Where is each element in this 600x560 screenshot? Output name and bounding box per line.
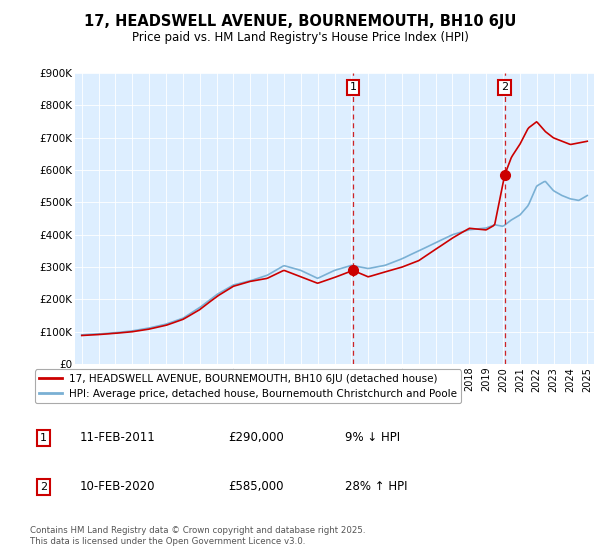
Text: 11-FEB-2011: 11-FEB-2011: [80, 431, 155, 444]
Text: 17, HEADSWELL AVENUE, BOURNEMOUTH, BH10 6JU: 17, HEADSWELL AVENUE, BOURNEMOUTH, BH10 …: [84, 14, 516, 29]
Text: Contains HM Land Registry data © Crown copyright and database right 2025.
This d: Contains HM Land Registry data © Crown c…: [30, 526, 365, 546]
Text: 2: 2: [40, 482, 47, 492]
Text: 10-FEB-2020: 10-FEB-2020: [80, 480, 155, 493]
Text: £290,000: £290,000: [229, 431, 284, 444]
Text: Price paid vs. HM Land Registry's House Price Index (HPI): Price paid vs. HM Land Registry's House …: [131, 31, 469, 44]
Text: 1: 1: [350, 82, 356, 92]
Legend: 17, HEADSWELL AVENUE, BOURNEMOUTH, BH10 6JU (detached house), HPI: Average price: 17, HEADSWELL AVENUE, BOURNEMOUTH, BH10 …: [35, 370, 461, 403]
Text: £585,000: £585,000: [229, 480, 284, 493]
Text: 1: 1: [40, 433, 47, 443]
Text: 28% ↑ HPI: 28% ↑ HPI: [344, 480, 407, 493]
Text: 9% ↓ HPI: 9% ↓ HPI: [344, 431, 400, 444]
Text: 2: 2: [501, 82, 508, 92]
